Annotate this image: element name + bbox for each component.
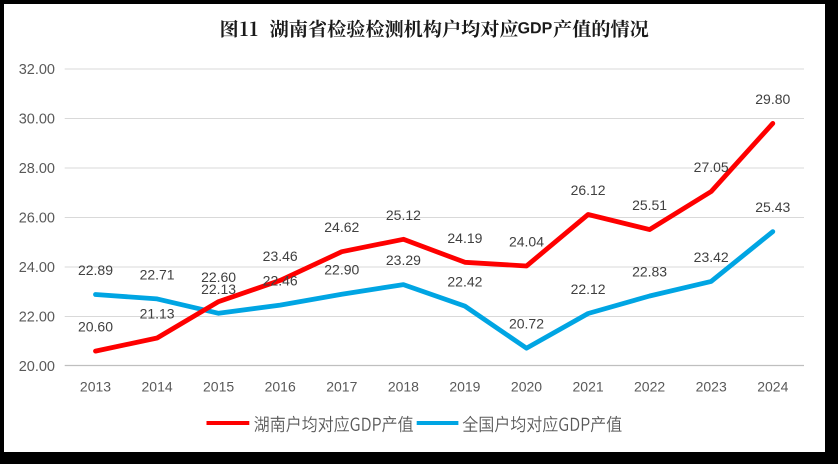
svg-text:24.00: 24.00 [19, 260, 55, 276]
svg-text:24.62: 24.62 [324, 219, 359, 235]
svg-text:2016: 2016 [265, 379, 296, 395]
svg-text:21.13: 21.13 [140, 306, 175, 322]
svg-text:20.00: 20.00 [19, 359, 55, 375]
svg-text:2013: 2013 [80, 379, 111, 395]
svg-text:22.89: 22.89 [78, 262, 113, 278]
svg-text:2014: 2014 [142, 379, 173, 395]
svg-text:2019: 2019 [449, 379, 480, 395]
svg-text:29.80: 29.80 [755, 91, 790, 107]
svg-text:24.19: 24.19 [447, 230, 482, 246]
svg-text:22.90: 22.90 [324, 262, 359, 278]
svg-text:20.60: 20.60 [78, 319, 113, 335]
svg-text:2020: 2020 [511, 379, 542, 395]
svg-text:22.13: 22.13 [201, 281, 236, 297]
svg-text:23.46: 23.46 [263, 248, 298, 264]
svg-text:32.00: 32.00 [19, 62, 55, 78]
svg-text:2017: 2017 [326, 379, 357, 395]
svg-text:24.04: 24.04 [509, 234, 544, 250]
svg-text:2018: 2018 [388, 379, 419, 395]
svg-text:2023: 2023 [696, 379, 727, 395]
svg-text:2022: 2022 [634, 379, 665, 395]
svg-text:25.43: 25.43 [755, 199, 790, 215]
svg-text:25.12: 25.12 [386, 207, 421, 223]
svg-text:27.05: 27.05 [694, 159, 729, 175]
svg-text:22.46: 22.46 [263, 273, 298, 289]
svg-text:22.71: 22.71 [140, 266, 175, 282]
svg-text:23.29: 23.29 [386, 252, 421, 268]
svg-text:22.42: 22.42 [447, 274, 482, 290]
svg-text:23.42: 23.42 [694, 249, 729, 265]
svg-text:20.72: 20.72 [509, 316, 544, 332]
svg-text:22.60: 22.60 [201, 269, 236, 285]
svg-text:30.00: 30.00 [19, 112, 55, 128]
svg-text:22.83: 22.83 [632, 264, 667, 280]
svg-text:2015: 2015 [203, 379, 234, 395]
svg-text:2024: 2024 [757, 379, 788, 395]
svg-text:26.12: 26.12 [571, 182, 606, 198]
svg-text:2021: 2021 [573, 379, 604, 395]
svg-text:22.00: 22.00 [19, 310, 55, 326]
svg-text:28.00: 28.00 [19, 161, 55, 177]
svg-text:25.51: 25.51 [632, 197, 667, 213]
svg-text:26.00: 26.00 [19, 211, 55, 227]
svg-text:22.12: 22.12 [571, 281, 606, 297]
